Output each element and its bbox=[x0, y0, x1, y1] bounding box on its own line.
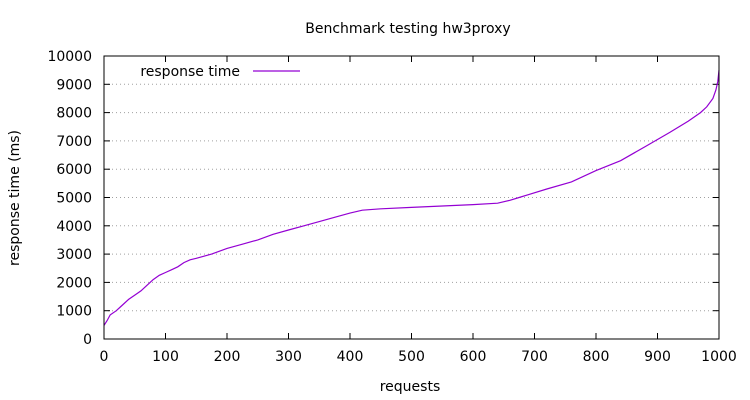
y-tick-label: 6000 bbox=[56, 162, 92, 178]
axes: 0100020003000400050006000700080009000100… bbox=[47, 49, 736, 365]
x-tick-label: 900 bbox=[644, 349, 671, 365]
y-tick-label: 1000 bbox=[56, 304, 92, 320]
y-tick-label: 7000 bbox=[56, 134, 92, 150]
y-tick-label: 3000 bbox=[56, 247, 92, 263]
x-tick-label: 700 bbox=[521, 349, 548, 365]
plot-frame bbox=[103, 55, 720, 340]
x-tick-label: 1000 bbox=[701, 349, 737, 365]
y-tick-label: 5000 bbox=[56, 191, 92, 207]
legend: response time bbox=[140, 64, 300, 80]
legend-label: response time bbox=[140, 64, 240, 80]
y-tick-label: 10000 bbox=[47, 49, 92, 65]
x-tick-label: 800 bbox=[583, 349, 610, 365]
x-tick-label: 500 bbox=[398, 349, 425, 365]
y-tick-label: 2000 bbox=[56, 275, 92, 291]
x-tick-label: 600 bbox=[460, 349, 487, 365]
x-axis-label: requests bbox=[380, 379, 441, 395]
y-tick-label: 0 bbox=[83, 332, 92, 348]
x-tick-label: 300 bbox=[275, 349, 302, 365]
plot-area bbox=[103, 70, 720, 326]
grid bbox=[104, 83, 719, 312]
x-tick-label: 400 bbox=[337, 349, 364, 365]
y-tick-label: 9000 bbox=[56, 77, 92, 93]
y-tick-label: 8000 bbox=[56, 106, 92, 122]
series-line bbox=[103, 70, 720, 326]
chart-title: Benchmark testing hw3proxy bbox=[305, 21, 510, 37]
x-tick-label: 100 bbox=[152, 349, 179, 365]
x-tick-label: 200 bbox=[214, 349, 241, 365]
y-axis-label: response time (ms) bbox=[7, 130, 23, 266]
x-tick-label: 0 bbox=[100, 349, 109, 365]
y-tick-label: 4000 bbox=[56, 219, 92, 235]
